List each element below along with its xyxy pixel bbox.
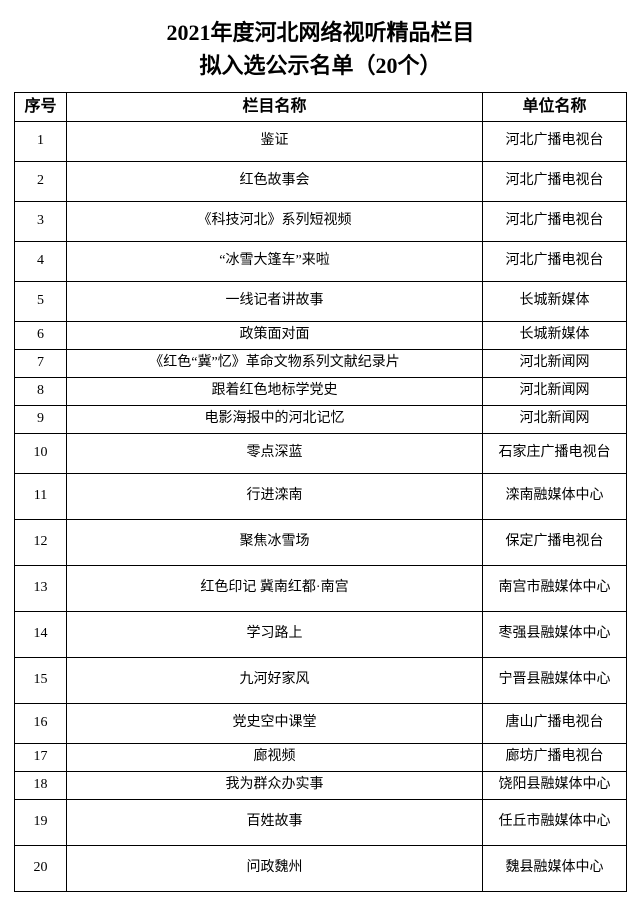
table-row: 16党史空中课堂唐山广播电视台 (15, 704, 627, 744)
col-header-index: 序号 (15, 93, 67, 122)
table-row: 20问政魏州魏县融媒体中心 (15, 846, 627, 892)
col-header-org: 单位名称 (483, 93, 627, 122)
cell-organization: 石家庄广播电视台 (483, 434, 627, 474)
cell-index: 7 (15, 350, 67, 378)
cell-organization: 宁晋县融媒体中心 (483, 658, 627, 704)
cell-index: 4 (15, 242, 67, 282)
cell-index: 2 (15, 162, 67, 202)
cell-organization: 河北广播电视台 (483, 242, 627, 282)
cell-program-name: 电影海报中的河北记忆 (67, 406, 483, 434)
cell-program-name: 《科技河北》系列短视频 (67, 202, 483, 242)
cell-organization: 南宫市融媒体中心 (483, 566, 627, 612)
cell-program-name: 行进滦南 (67, 474, 483, 520)
cell-organization: 魏县融媒体中心 (483, 846, 627, 892)
cell-program-name: 零点深蓝 (67, 434, 483, 474)
table-row: 11行进滦南滦南融媒体中心 (15, 474, 627, 520)
cell-index: 18 (15, 772, 67, 800)
cell-program-name: 问政魏州 (67, 846, 483, 892)
table-row: 17廊视频廊坊广播电视台 (15, 744, 627, 772)
cell-program-name: 红色故事会 (67, 162, 483, 202)
cell-index: 13 (15, 566, 67, 612)
cell-program-name: 百姓故事 (67, 800, 483, 846)
table-row: 10零点深蓝石家庄广播电视台 (15, 434, 627, 474)
table-row: 6政策面对面长城新媒体 (15, 322, 627, 350)
cell-index: 8 (15, 378, 67, 406)
cell-organization: 河北广播电视台 (483, 162, 627, 202)
cell-organization: 唐山广播电视台 (483, 704, 627, 744)
cell-organization: 任丘市融媒体中心 (483, 800, 627, 846)
cell-program-name: 一线记者讲故事 (67, 282, 483, 322)
cell-index: 19 (15, 800, 67, 846)
title-line-2: 拟入选公示名单（20个） (199, 53, 441, 78)
cell-organization: 河北广播电视台 (483, 202, 627, 242)
cell-program-name: 党史空中课堂 (67, 704, 483, 744)
page-title: 2021年度河北网络视听精品栏目 拟入选公示名单（20个） (14, 16, 627, 82)
program-table: 序号 栏目名称 单位名称 1鉴证河北广播电视台2红色故事会河北广播电视台3《科技… (14, 92, 627, 892)
cell-organization: 河北新闻网 (483, 406, 627, 434)
cell-organization: 河北新闻网 (483, 378, 627, 406)
cell-organization: 长城新媒体 (483, 322, 627, 350)
cell-organization: 廊坊广播电视台 (483, 744, 627, 772)
cell-program-name: 学习路上 (67, 612, 483, 658)
cell-index: 20 (15, 846, 67, 892)
cell-index: 10 (15, 434, 67, 474)
cell-program-name: 廊视频 (67, 744, 483, 772)
cell-program-name: 九河好家风 (67, 658, 483, 704)
table-row: 19百姓故事任丘市融媒体中心 (15, 800, 627, 846)
cell-program-name: 红色印记 冀南红都·南宫 (67, 566, 483, 612)
cell-program-name: 政策面对面 (67, 322, 483, 350)
table-row: 12聚焦冰雪场保定广播电视台 (15, 520, 627, 566)
table-row: 1鉴证河北广播电视台 (15, 122, 627, 162)
cell-organization: 滦南融媒体中心 (483, 474, 627, 520)
cell-index: 3 (15, 202, 67, 242)
cell-program-name: 我为群众办实事 (67, 772, 483, 800)
table-row: 3《科技河北》系列短视频河北广播电视台 (15, 202, 627, 242)
table-row: 9电影海报中的河北记忆河北新闻网 (15, 406, 627, 434)
table-row: 18我为群众办实事饶阳县融媒体中心 (15, 772, 627, 800)
table-row: 2红色故事会河北广播电视台 (15, 162, 627, 202)
cell-index: 9 (15, 406, 67, 434)
cell-index: 11 (15, 474, 67, 520)
cell-index: 16 (15, 704, 67, 744)
cell-organization: 枣强县融媒体中心 (483, 612, 627, 658)
cell-organization: 保定广播电视台 (483, 520, 627, 566)
table-header-row: 序号 栏目名称 单位名称 (15, 93, 627, 122)
cell-program-name: 聚焦冰雪场 (67, 520, 483, 566)
cell-program-name: 鉴证 (67, 122, 483, 162)
cell-index: 12 (15, 520, 67, 566)
cell-index: 14 (15, 612, 67, 658)
cell-program-name: 《红色“冀”忆》革命文物系列文献纪录片 (67, 350, 483, 378)
title-line-1: 2021年度河北网络视听精品栏目 (166, 20, 474, 45)
cell-index: 15 (15, 658, 67, 704)
cell-program-name: “冰雪大篷车”来啦 (67, 242, 483, 282)
table-row: 13红色印记 冀南红都·南宫南宫市融媒体中心 (15, 566, 627, 612)
table-row: 8跟着红色地标学党史河北新闻网 (15, 378, 627, 406)
col-header-name: 栏目名称 (67, 93, 483, 122)
document-page: 2021年度河北网络视听精品栏目 拟入选公示名单（20个） 序号 栏目名称 单位… (0, 0, 641, 912)
cell-organization: 河北广播电视台 (483, 122, 627, 162)
cell-organization: 饶阳县融媒体中心 (483, 772, 627, 800)
table-row: 15九河好家风宁晋县融媒体中心 (15, 658, 627, 704)
cell-index: 1 (15, 122, 67, 162)
cell-index: 6 (15, 322, 67, 350)
table-row: 4“冰雪大篷车”来啦河北广播电视台 (15, 242, 627, 282)
table-row: 5一线记者讲故事长城新媒体 (15, 282, 627, 322)
cell-organization: 长城新媒体 (483, 282, 627, 322)
cell-program-name: 跟着红色地标学党史 (67, 378, 483, 406)
table-row: 14学习路上枣强县融媒体中心 (15, 612, 627, 658)
cell-index: 5 (15, 282, 67, 322)
cell-organization: 河北新闻网 (483, 350, 627, 378)
table-row: 7《红色“冀”忆》革命文物系列文献纪录片河北新闻网 (15, 350, 627, 378)
table-body: 1鉴证河北广播电视台2红色故事会河北广播电视台3《科技河北》系列短视频河北广播电… (15, 122, 627, 892)
cell-index: 17 (15, 744, 67, 772)
